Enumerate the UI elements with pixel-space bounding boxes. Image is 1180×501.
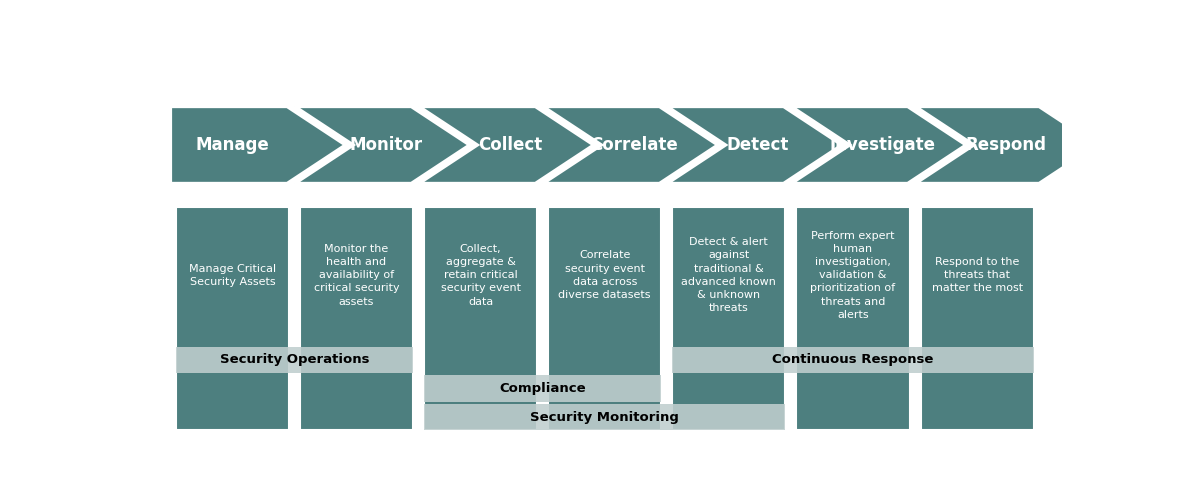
Polygon shape [791,106,966,183]
Text: Manage: Manage [196,136,269,154]
FancyBboxPatch shape [176,347,413,373]
FancyBboxPatch shape [424,404,786,430]
Text: Monitor: Monitor [349,136,422,154]
Text: Compliance: Compliance [499,382,586,395]
FancyBboxPatch shape [920,207,1034,430]
Polygon shape [914,106,1097,183]
FancyBboxPatch shape [673,347,1034,373]
Text: Continuous Response: Continuous Response [772,353,933,366]
Polygon shape [170,106,346,183]
Polygon shape [295,106,470,183]
FancyBboxPatch shape [673,207,786,430]
Text: Correlate
security event
data across
diverse datasets: Correlate security event data across div… [558,250,651,300]
Text: Respond: Respond [966,136,1047,154]
Text: Correlate: Correlate [590,136,677,154]
Text: Investigate: Investigate [830,136,936,154]
Text: Manage Critical
Security Assets: Manage Critical Security Assets [189,264,276,287]
Text: Detect: Detect [727,136,789,154]
Polygon shape [419,106,594,183]
Text: Collect: Collect [478,136,542,154]
FancyBboxPatch shape [424,207,537,430]
FancyBboxPatch shape [424,375,661,401]
Text: Detect & alert
against
traditional &
advanced known
& unknown
threats: Detect & alert against traditional & adv… [681,237,776,313]
Polygon shape [667,106,843,183]
Text: Perform expert
human
investigation,
validation &
prioritization of
threats and
a: Perform expert human investigation, vali… [811,230,896,320]
FancyBboxPatch shape [300,207,413,430]
Text: Monitor the
health and
availability of
critical security
assets: Monitor the health and availability of c… [314,244,399,307]
Text: Security Operations: Security Operations [219,353,369,366]
Polygon shape [543,106,717,183]
FancyBboxPatch shape [176,207,289,430]
Text: Collect,
aggregate &
retain critical
security event
data: Collect, aggregate & retain critical sec… [440,244,520,307]
FancyBboxPatch shape [549,207,661,430]
Text: Respond to the
threats that
matter the most: Respond to the threats that matter the m… [931,257,1023,294]
Text: Security Monitoring: Security Monitoring [530,411,680,424]
FancyBboxPatch shape [796,207,910,430]
